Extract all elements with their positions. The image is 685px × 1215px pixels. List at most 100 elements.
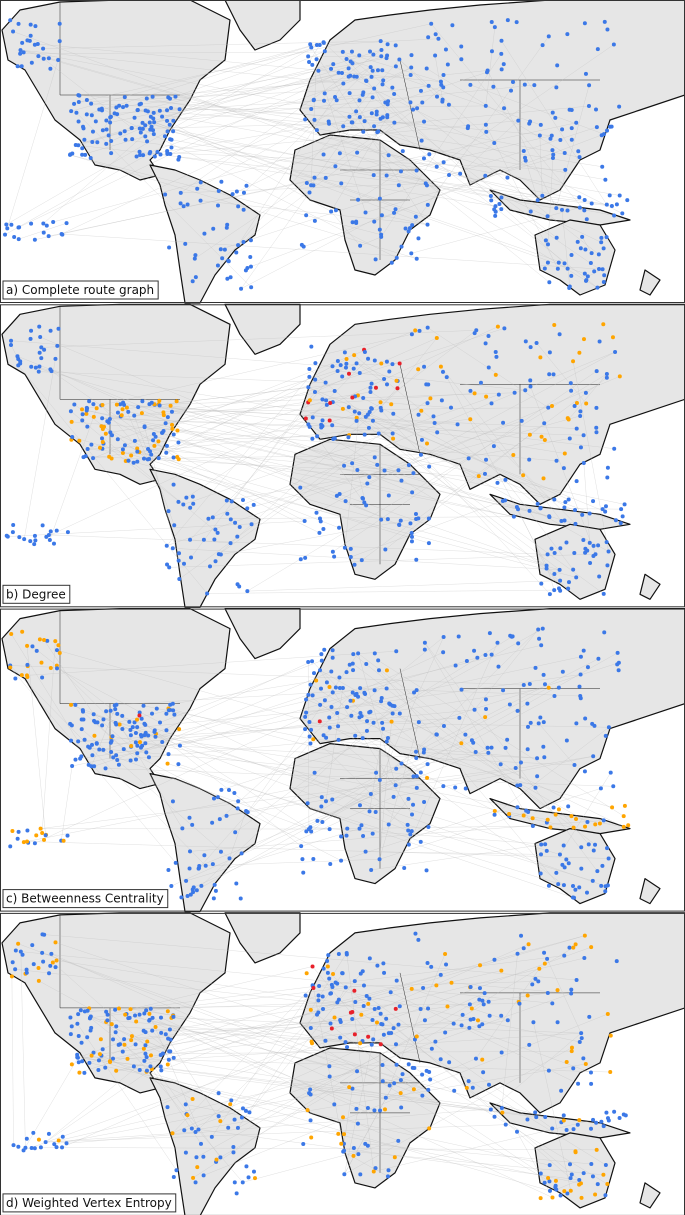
airport	[412, 690, 417, 695]
airport	[574, 817, 579, 822]
airport	[555, 1020, 560, 1025]
airport	[336, 737, 341, 742]
airport	[39, 660, 44, 665]
airport	[587, 83, 592, 88]
airport	[581, 461, 586, 466]
airport	[218, 247, 223, 252]
route	[221, 662, 619, 791]
airport	[589, 1126, 594, 1131]
airport	[306, 692, 311, 697]
airport	[55, 343, 60, 348]
airport	[327, 827, 332, 832]
airport	[413, 931, 418, 936]
airport	[546, 405, 551, 410]
route	[166, 400, 327, 453]
route	[388, 798, 409, 825]
route	[547, 158, 554, 245]
airport	[18, 48, 23, 53]
route	[41, 330, 477, 348]
route	[371, 844, 546, 871]
airport	[425, 441, 430, 446]
airport	[333, 685, 338, 690]
route	[152, 1017, 335, 1105]
route	[88, 746, 309, 830]
airport	[25, 662, 30, 667]
airport	[142, 1058, 147, 1063]
airport	[304, 710, 309, 715]
route	[356, 417, 560, 571]
airport	[372, 651, 377, 656]
airport	[591, 1117, 596, 1122]
airport	[348, 546, 353, 551]
route	[87, 334, 412, 409]
airport	[406, 463, 411, 468]
route	[357, 395, 583, 516]
airport	[528, 378, 533, 383]
airport	[129, 1034, 134, 1039]
airport	[359, 1012, 364, 1017]
airport	[611, 784, 616, 789]
airport	[51, 219, 56, 224]
route	[89, 1003, 520, 1009]
airport	[339, 858, 344, 863]
route	[308, 695, 555, 830]
airport	[131, 1064, 136, 1069]
airport	[372, 219, 377, 224]
airport	[527, 508, 532, 513]
airport	[320, 397, 325, 402]
airport	[596, 252, 601, 257]
route	[155, 645, 542, 737]
airport	[604, 202, 609, 207]
route	[178, 763, 575, 898]
route	[23, 358, 56, 540]
airport	[581, 1171, 586, 1176]
airport	[603, 504, 608, 509]
airport	[308, 1007, 313, 1012]
airport	[608, 770, 613, 775]
route	[434, 55, 443, 100]
route	[220, 518, 419, 555]
airport	[424, 183, 429, 188]
airport	[413, 328, 418, 333]
airport	[503, 477, 508, 482]
airport	[515, 951, 520, 956]
airport	[166, 1057, 171, 1062]
airport	[135, 108, 140, 113]
airport	[368, 65, 373, 70]
route	[168, 708, 397, 769]
airport	[538, 1171, 543, 1176]
airport	[609, 204, 614, 209]
airport	[141, 456, 146, 461]
airport	[434, 336, 439, 341]
airport	[183, 241, 188, 246]
airport	[160, 739, 165, 744]
airport	[3, 232, 8, 237]
route	[80, 687, 549, 759]
route	[517, 509, 547, 569]
airport	[394, 978, 399, 983]
airport	[13, 967, 18, 972]
airport	[523, 388, 528, 393]
airport	[584, 278, 589, 283]
airport	[426, 83, 431, 88]
route	[354, 411, 479, 477]
airport	[336, 952, 341, 957]
airport	[188, 537, 193, 542]
airport	[159, 1068, 164, 1073]
route	[81, 728, 230, 859]
airport	[574, 401, 579, 406]
airport	[369, 111, 374, 116]
airport	[414, 557, 419, 562]
route	[122, 703, 390, 730]
airport	[472, 707, 477, 712]
airport	[370, 418, 375, 423]
airport	[181, 561, 186, 566]
airport	[9, 974, 14, 979]
airport	[556, 685, 561, 690]
airport	[378, 39, 383, 44]
airport	[426, 824, 431, 829]
airport	[366, 356, 371, 361]
airport	[115, 711, 120, 716]
airport	[571, 1127, 576, 1132]
airport	[396, 1138, 401, 1143]
